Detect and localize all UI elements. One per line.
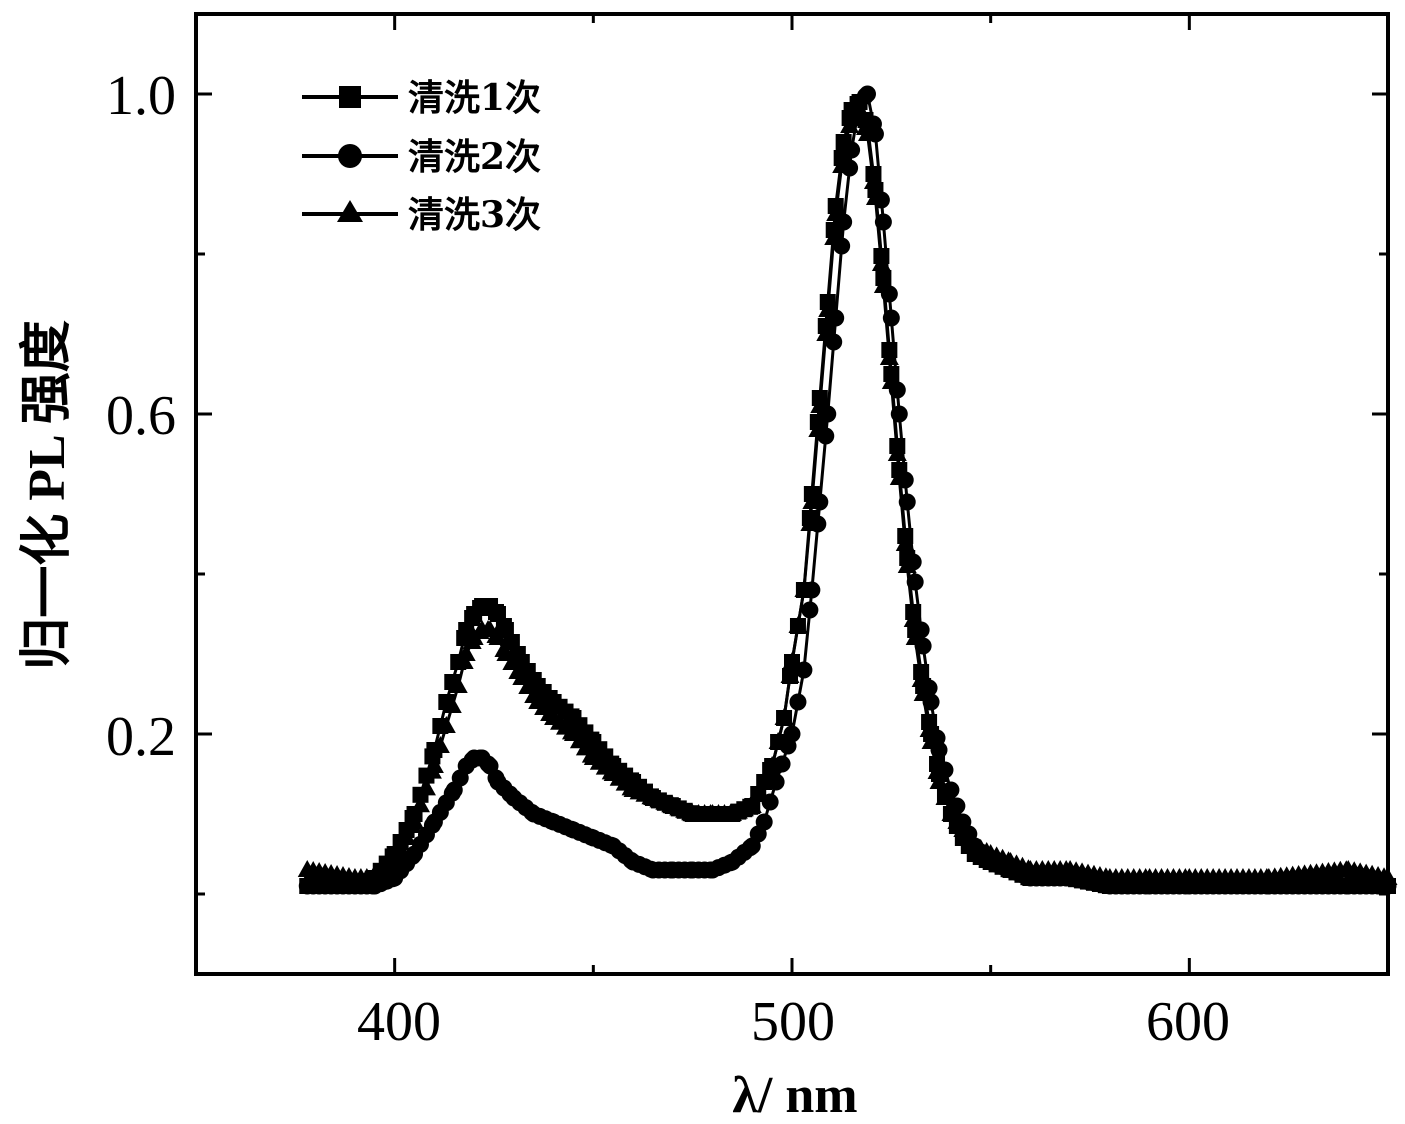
legend-marker-triangle (337, 200, 363, 222)
data-point-triangle (865, 188, 885, 205)
legend-entry: 清洗3次 (302, 194, 541, 236)
data-point-triangle (927, 762, 947, 779)
data-point-triangle (808, 420, 828, 437)
series-triangle (297, 100, 1398, 885)
data-point-triangle (816, 324, 836, 341)
data-point-triangle (857, 124, 877, 141)
data-point-triangle (742, 796, 762, 813)
legend-entry: 清洗1次 (302, 77, 541, 119)
data-point-triangle (774, 708, 794, 725)
x-tick-label: 500 (751, 991, 835, 1053)
legend-label: 清洗1次 (408, 77, 541, 119)
x-axis-label: λ/ nm (732, 1067, 857, 1124)
data-point-triangle (456, 644, 476, 661)
data-point-triangle (919, 720, 939, 737)
legend-label: 清洗3次 (408, 194, 541, 236)
data-point-triangle (397, 828, 417, 845)
legend-marker-circle (338, 144, 362, 168)
data-point-triangle (410, 795, 430, 813)
data-point-triangle (832, 156, 852, 173)
data-point-triangle (800, 514, 820, 531)
y-tick-label: 0.2 (106, 706, 176, 768)
series-layer (297, 85, 1398, 895)
data-point-triangle (903, 610, 923, 627)
y-axis-label: 归一化 PL 强度 (18, 320, 76, 670)
data-point-triangle (897, 556, 917, 573)
data-point-triangle (405, 812, 425, 829)
data-point-triangle (881, 372, 901, 389)
data-point-triangle (794, 580, 814, 597)
data-point-triangle (754, 772, 774, 789)
x-tick-label: 400 (357, 991, 441, 1053)
data-point-triangle (913, 684, 933, 701)
data-point-triangle (935, 788, 955, 805)
data-point-triangle (762, 756, 782, 773)
data-point-triangle (788, 616, 808, 633)
data-point-triangle (873, 276, 893, 293)
data-point-triangle (911, 670, 931, 687)
data-point-triangle (889, 468, 909, 485)
data-point-circle (858, 85, 876, 103)
data-point-triangle (391, 840, 411, 857)
data-point-triangle (895, 534, 915, 551)
y-tick-label: 0.6 (106, 385, 176, 447)
data-point-triangle (871, 254, 891, 271)
data-point-triangle (826, 204, 846, 221)
data-point-triangle (905, 628, 925, 645)
data-point-triangle (850, 100, 870, 117)
data-point-triangle (442, 696, 462, 713)
data-point-triangle (780, 666, 800, 683)
data-point-triangle (879, 348, 899, 365)
data-point-triangle (1378, 868, 1398, 885)
data-point-triangle (887, 444, 907, 461)
data-point-triangle (921, 732, 941, 749)
data-point-triangle (929, 772, 949, 789)
data-point-triangle (768, 732, 788, 749)
data-point-triangle (424, 756, 444, 773)
data-point-circle (783, 725, 801, 743)
data-point-triangle (818, 300, 838, 317)
data-point-circle (755, 813, 773, 831)
data-point-triangle (802, 492, 822, 509)
legend-label: 清洗2次 (408, 136, 541, 178)
data-point-triangle (448, 676, 468, 693)
data-point-circle (789, 693, 807, 711)
data-point-triangle (782, 652, 802, 669)
legend: 清洗1次 清洗2次 清洗3次 (302, 77, 541, 236)
x-tick-label: 600 (1146, 991, 1230, 1053)
data-point-triangle (416, 778, 436, 796)
data-point-triangle (834, 140, 854, 157)
data-point-triangle (430, 736, 450, 753)
legend-marker-square (339, 86, 361, 108)
data-point-triangle (436, 716, 456, 733)
data-point-triangle (488, 628, 508, 645)
data-point-triangle (824, 228, 844, 245)
data-point-circle (801, 601, 819, 619)
y-tick-label: 1.0 (106, 65, 176, 127)
data-point-triangle (385, 852, 405, 869)
legend-entry: 清洗2次 (302, 136, 541, 178)
data-point-triangle (863, 172, 883, 189)
data-point-triangle (748, 784, 768, 801)
data-point-triangle (810, 396, 830, 413)
